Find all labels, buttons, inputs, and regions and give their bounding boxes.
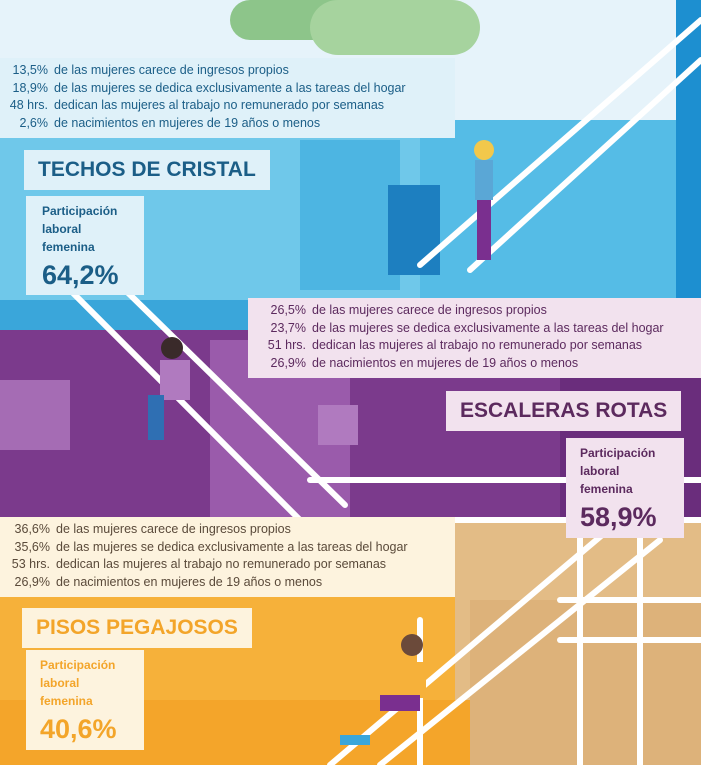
stat-value: 53 hrs. [11, 557, 50, 571]
escaleras-stats-box: 26,5% de las mujeres carece de ingresos p… [248, 298, 701, 378]
escaleras-stat-row: 26,9% de nacimientos en mujeres de 19 año… [248, 355, 701, 373]
escaleras-stat-row: 23,7% de las mujeres se dedica exclusivam… [248, 320, 701, 338]
participation-label: laboral [580, 464, 620, 478]
stat-value: 26,9% [14, 574, 50, 589]
stat-text: de las mujeres carece de ingresos propio… [312, 303, 547, 317]
pisos-stat-row: 26,9% de nacimientos en mujeres de 19 año… [0, 574, 455, 592]
woman-figure-bottom [340, 634, 426, 745]
participation-label: femenina [580, 482, 633, 496]
stat-value: 2,6% [19, 115, 49, 130]
escaleras-title: ESCALERAS ROTAS [446, 391, 682, 431]
stat-text: de nacimientos en mujeres de 19 años o m… [54, 115, 321, 130]
pisos-stat-row: 35,6% de las mujeres se dedica exclusivam… [0, 539, 455, 557]
stat-text: de nacimientos en mujeres de 19 años o m… [56, 574, 323, 589]
stat-text: de las mujeres carece de ingresos propio… [56, 522, 291, 536]
stat-text: dedican las mujeres al trabajo no remune… [312, 338, 643, 352]
participation-value: 40,6% [40, 714, 117, 744]
participation-value: 64,2% [42, 260, 119, 290]
pisos-title: PISOS PEGAJOSOS [22, 608, 252, 648]
stat-text: de las mujeres se dedica exclusivamente … [312, 320, 664, 335]
stat-value: 51 hrs. [267, 338, 306, 352]
participation-label: laboral [42, 222, 82, 236]
techos-stat-row: 48 hrs. dedican las mujeres al trabajo no… [0, 97, 455, 115]
stat-text: de las mujeres carece de ingresos propio… [54, 63, 289, 77]
techos-title: TECHOS DE CRISTAL [24, 150, 270, 190]
stat-value: 18,9% [12, 80, 48, 95]
participation-label: Participación [580, 446, 656, 460]
pisos-stat-row: 53 hrs. dedican las mujeres al trabajo no… [0, 556, 455, 574]
stat-value: 36,6% [14, 522, 50, 536]
techos-participation-box: Participación laboral femenina 64,2% [26, 196, 144, 295]
participation-label: femenina [40, 694, 93, 708]
techos-stats-box: 13,5% de las mujeres carece de ingresos p… [0, 58, 455, 138]
techos-stat-row: 13,5% de las mujeres carece de ingresos p… [0, 62, 455, 80]
participation-value: 58,9% [580, 502, 657, 532]
woman-figure-middle [148, 337, 190, 440]
stat-text: de nacimientos en mujeres de 19 años o m… [312, 355, 579, 370]
participation-label: Participación [40, 658, 116, 672]
stat-value: 26,9% [270, 355, 306, 370]
pisos-participation-box: Participación laboral femenina 40,6% [26, 650, 144, 750]
pisos-stat-row: 36,6% de las mujeres carece de ingresos p… [0, 521, 455, 539]
stat-value: 23,7% [270, 320, 306, 335]
escaleras-participation-box: Participación laboral femenina 58,9% [566, 438, 684, 538]
escaleras-stat-row: 26,5% de las mujeres carece de ingresos p… [248, 302, 701, 320]
stat-value: 35,6% [14, 539, 50, 554]
techos-stat-row: 2,6% de nacimientos en mujeres de 19 años… [0, 115, 455, 133]
stat-text: dedican las mujeres al trabajo no remune… [54, 98, 385, 112]
pisos-stats-box: 36,6% de las mujeres carece de ingresos p… [0, 517, 455, 597]
participation-label: Participación [42, 204, 118, 218]
stat-text: de las mujeres se dedica exclusivamente … [54, 80, 406, 95]
stat-text: dedican las mujeres al trabajo no remune… [56, 557, 387, 571]
techos-stat-row: 18,9% de las mujeres se dedica exclusivam… [0, 80, 455, 98]
stat-value: 48 hrs. [9, 98, 48, 112]
participation-label: laboral [40, 676, 80, 690]
stat-value: 26,5% [270, 303, 306, 317]
participation-label: femenina [42, 240, 95, 254]
stat-value: 13,5% [12, 63, 48, 77]
woman-figure-top [474, 140, 494, 260]
escaleras-stat-row: 51 hrs. dedican las mujeres al trabajo no… [248, 337, 701, 355]
stat-text: de las mujeres se dedica exclusivamente … [56, 539, 408, 554]
